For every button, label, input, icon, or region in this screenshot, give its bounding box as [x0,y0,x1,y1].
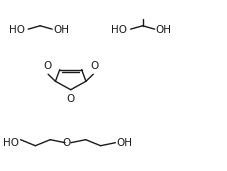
Text: OH: OH [116,138,132,148]
Text: OH: OH [155,25,171,35]
Text: HO: HO [3,138,19,148]
Text: O: O [90,61,98,70]
Text: HO: HO [111,25,127,35]
Text: HO: HO [9,25,25,35]
Text: OH: OH [53,25,69,35]
Text: O: O [66,94,74,104]
Text: O: O [62,138,70,148]
Text: O: O [43,61,51,70]
